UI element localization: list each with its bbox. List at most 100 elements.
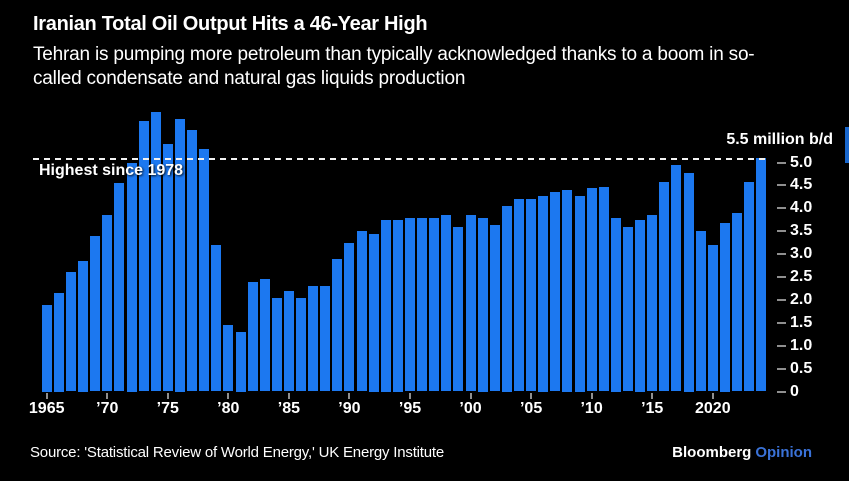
bar-2011 <box>598 186 609 392</box>
bar-2023 <box>744 182 755 392</box>
bar-2008 <box>562 190 573 392</box>
bar-2016 <box>659 182 670 392</box>
bar-2021 <box>719 223 730 392</box>
y-tick-dash-2.0 <box>777 298 786 301</box>
bar-1995 <box>405 218 415 392</box>
x-tick-mark-2015 <box>651 393 654 399</box>
x-tick-label-2020: 2020 <box>695 400 731 417</box>
bar-1989 <box>332 258 343 392</box>
reference-dashed-line <box>33 158 766 160</box>
y-tick-label-3.0: 3.0 <box>790 245 813 263</box>
bar-2012 <box>610 217 621 392</box>
y-tick-label-4.0: 4.0 <box>790 199 813 217</box>
y-tick-dash-1.0 <box>777 344 786 347</box>
y-tick-label-5.0: 5.0 <box>790 153 813 171</box>
x-tick-mark-1970 <box>106 393 109 399</box>
bar-2001 <box>477 217 488 392</box>
bar-1993 <box>380 219 391 392</box>
x-tick-mark-1995 <box>409 393 411 399</box>
bar-1988 <box>320 286 331 392</box>
bar-1972 <box>126 162 137 392</box>
bar-2006 <box>538 195 549 392</box>
x-tick-label-1985: ’85 <box>277 400 301 417</box>
x-tick-mark-2010 <box>590 393 593 399</box>
x-tick-label-1965: 1965 <box>28 400 65 417</box>
bar-2022 <box>732 212 742 392</box>
bar-2000 <box>465 215 476 392</box>
x-tick-mark-1975 <box>166 393 169 399</box>
bar-1978 <box>199 148 210 392</box>
bar-2010 <box>586 187 597 392</box>
x-tick-mark-2005 <box>530 393 533 399</box>
y-tick-dash-0.5 <box>777 367 786 370</box>
bar-2015 <box>647 215 658 392</box>
bar-1984 <box>271 297 282 392</box>
x-tick-label-1970: ’70 <box>96 400 119 417</box>
bar-2005 <box>526 199 537 392</box>
y-tick-label-4.5: 4.5 <box>790 176 813 194</box>
chart-subtitle-line-1: Tehran is pumping more petroleum than ty… <box>33 44 755 65</box>
bar-2014 <box>635 219 646 392</box>
x-tick-label-2010: ’10 <box>580 400 603 417</box>
bar-2004 <box>514 199 524 392</box>
bar-2020 <box>707 244 718 392</box>
bar-1980 <box>223 325 234 392</box>
y-tick-dash-3.0 <box>777 253 786 256</box>
bar-1966 <box>53 293 64 392</box>
y-tick-label-1.5: 1.5 <box>790 313 813 331</box>
opinion-wordmark: Opinion <box>755 444 812 461</box>
x-tick-label-2000: ’00 <box>459 400 482 417</box>
y-tick-dash-3.5 <box>777 230 786 233</box>
y-tick-dash-0 <box>777 390 786 393</box>
y-tick-dash-5.0 <box>777 161 786 164</box>
x-tick-label-2005: ’05 <box>519 400 543 417</box>
reference-line-label: Highest since 1978 <box>39 162 184 179</box>
bar-1986 <box>296 297 306 392</box>
chart-subtitle: Tehran is pumping more petroleum than ty… <box>33 43 755 91</box>
x-tick-mark-1965 <box>45 393 48 399</box>
y-tick-dash-4.0 <box>777 207 786 210</box>
bar-1974 <box>150 112 161 392</box>
bar-1976 <box>174 119 185 392</box>
bar-1975 <box>162 144 173 392</box>
bar-2018 <box>683 173 694 392</box>
bar-1985 <box>283 290 294 392</box>
bar-1983 <box>259 279 270 392</box>
y-tick-label-2.5: 2.5 <box>790 268 813 285</box>
y-axis-top-tick-label: 5.5 million b/d <box>726 131 833 148</box>
bloomberg-wordmark: Bloomberg <box>672 444 752 461</box>
x-tick-label-1990: ’90 <box>338 400 361 417</box>
chart-subtitle-line-2: called condensate and natural gas liquid… <box>33 68 466 89</box>
bar-1971 <box>114 183 125 392</box>
y-tick-label-1.0: 1.0 <box>790 336 813 354</box>
y-tick-label-3.5: 3.5 <box>790 222 813 240</box>
bar-1977 <box>187 130 197 392</box>
bar-1991 <box>356 231 367 392</box>
x-tick-mark-1980 <box>227 393 230 399</box>
y-tick-dash-4.5 <box>777 184 786 187</box>
y-tick-dash-1.5 <box>777 321 786 324</box>
bar-2024 <box>756 157 767 392</box>
chart-title: Iranian Total Oil Output Hits a 46-Year … <box>33 13 428 35</box>
bar-1992 <box>368 233 379 392</box>
x-tick-mark-2020 <box>711 393 714 399</box>
y-tick-label-0.5: 0.5 <box>790 359 813 377</box>
bar-1982 <box>247 281 258 392</box>
bar-1996 <box>417 217 428 392</box>
y-tick-label-0: 0 <box>790 382 799 400</box>
bar-1987 <box>308 286 319 392</box>
y-tick-label-2.0: 2.0 <box>790 290 813 308</box>
bar-2007 <box>550 192 561 392</box>
x-tick-mark-1985 <box>287 393 290 399</box>
bar-1999 <box>453 226 464 392</box>
bar-1994 <box>392 219 403 392</box>
x-tick-mark-2000 <box>469 393 472 399</box>
bar-1998 <box>441 214 452 392</box>
bar-1969 <box>90 235 101 392</box>
x-tick-mark-1990 <box>348 393 351 399</box>
bar-2002 <box>489 225 500 392</box>
bar-1965 <box>41 304 52 392</box>
x-tick-label-2015: ’15 <box>641 400 664 417</box>
